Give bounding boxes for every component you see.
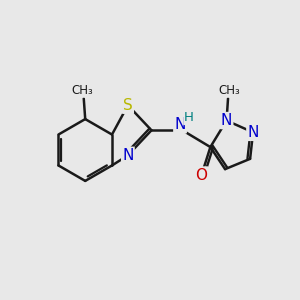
Text: N: N [122,148,134,163]
Text: H: H [184,111,194,124]
Text: N: N [248,125,259,140]
Text: S: S [123,98,133,113]
Text: N: N [174,118,186,133]
Text: O: O [196,167,208,182]
Text: CH₃: CH₃ [71,84,93,97]
Text: N: N [221,113,232,128]
Text: CH₃: CH₃ [219,84,240,97]
